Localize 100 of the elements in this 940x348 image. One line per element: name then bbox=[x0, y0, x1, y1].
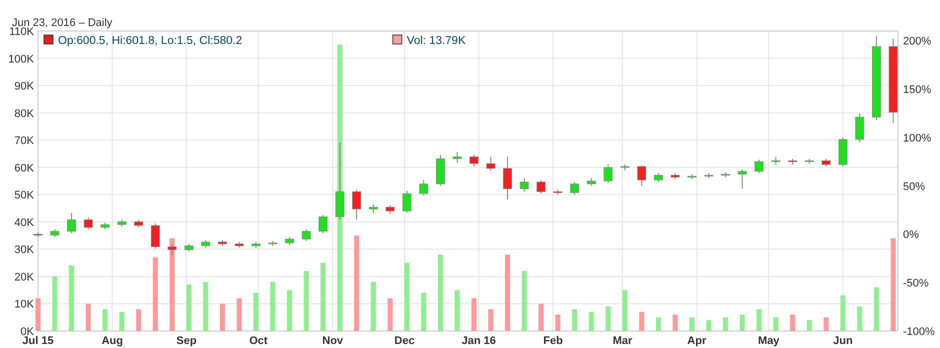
bar bbox=[253, 292, 259, 331]
bar bbox=[723, 317, 728, 331]
bar bbox=[656, 317, 661, 331]
y2-tick-label: 200% bbox=[903, 36, 932, 48]
y-tick-label: 20K bbox=[14, 271, 35, 284]
bar bbox=[740, 314, 745, 331]
bar bbox=[186, 284, 192, 331]
bar bbox=[86, 304, 91, 331]
candlestick bbox=[67, 212, 76, 234]
bar bbox=[706, 320, 712, 331]
bar bbox=[203, 282, 208, 331]
bar bbox=[790, 314, 796, 331]
bar bbox=[689, 317, 694, 331]
x-tick-label: May bbox=[758, 335, 780, 347]
bar bbox=[35, 298, 41, 331]
candlestick bbox=[754, 159, 764, 174]
y2-tick-label: -100% bbox=[903, 326, 936, 338]
x-tick-label: Oct bbox=[249, 335, 268, 347]
x-tick-label: Nov bbox=[322, 335, 344, 347]
candlestick bbox=[520, 178, 529, 192]
bar bbox=[471, 298, 477, 331]
bar bbox=[370, 282, 376, 331]
bar bbox=[320, 262, 326, 331]
y-tick-label: 60K bbox=[14, 162, 35, 174]
bar bbox=[824, 317, 829, 331]
bar bbox=[890, 238, 896, 331]
bar bbox=[102, 309, 108, 331]
bar bbox=[588, 312, 594, 331]
legend-label: Vol: 13.79K bbox=[406, 35, 466, 47]
y-tick-label: 110K bbox=[9, 26, 35, 38]
bar bbox=[756, 309, 762, 331]
candlestick bbox=[503, 156, 512, 200]
candlestick bbox=[168, 243, 177, 256]
candlestick bbox=[452, 151, 462, 164]
y2-tick-label: 0% bbox=[903, 229, 920, 242]
y-tick-label: 40K bbox=[14, 216, 35, 229]
x-tick-label: Sep bbox=[176, 335, 197, 347]
bar bbox=[874, 287, 879, 331]
candlestick bbox=[536, 180, 546, 194]
bar bbox=[454, 290, 460, 331]
y-tick-label: 70K bbox=[14, 135, 35, 148]
candlestick bbox=[302, 228, 311, 242]
bar bbox=[488, 309, 494, 331]
x-tick-label: Mar bbox=[612, 335, 634, 347]
bar bbox=[555, 314, 560, 331]
bar bbox=[52, 276, 58, 331]
bar bbox=[388, 298, 393, 331]
bar bbox=[672, 314, 678, 331]
y-tick-label: 80K bbox=[14, 108, 35, 120]
candlestick bbox=[84, 217, 93, 230]
bar bbox=[773, 317, 778, 331]
x-tick-label: Jul 15 bbox=[22, 335, 54, 347]
bar bbox=[304, 271, 309, 331]
bar bbox=[639, 312, 644, 331]
bar bbox=[857, 306, 862, 331]
bar bbox=[572, 309, 578, 331]
bar bbox=[421, 292, 426, 331]
bar bbox=[69, 266, 74, 331]
bar bbox=[622, 290, 628, 331]
y-tick-label: 30K bbox=[14, 244, 35, 256]
bar bbox=[152, 257, 158, 331]
y-tick-label: 100K bbox=[8, 53, 35, 66]
y-tick-label: 50K bbox=[14, 190, 35, 202]
bar bbox=[505, 254, 510, 331]
x-tick-label: Dec bbox=[394, 335, 415, 347]
y2-tick-label: -50% bbox=[903, 278, 929, 290]
candlestick bbox=[318, 214, 328, 234]
x-tick-label: Feb bbox=[543, 335, 564, 347]
candlestick bbox=[855, 112, 864, 143]
legend-label: Op:600.5, Hi:601.8, Lo:1.5, Cl:580.2 bbox=[58, 35, 242, 47]
y2-tick-label: 50% bbox=[903, 180, 926, 193]
bar bbox=[522, 271, 527, 331]
bar bbox=[404, 262, 410, 331]
y2-tick-label: 150% bbox=[903, 84, 932, 96]
candlestick bbox=[738, 168, 747, 190]
bar bbox=[840, 296, 846, 331]
x-tick-label: Apr bbox=[687, 335, 707, 347]
candlestick bbox=[637, 165, 646, 186]
candlestick bbox=[570, 181, 580, 196]
candlestick bbox=[486, 156, 496, 171]
x-tick-label: Aug bbox=[102, 335, 123, 347]
bar bbox=[270, 282, 276, 331]
bar bbox=[354, 236, 360, 331]
bar bbox=[236, 298, 242, 331]
candlestick bbox=[604, 164, 613, 184]
candlestick bbox=[150, 223, 160, 250]
bar bbox=[806, 320, 812, 331]
x-tick-label: Jun bbox=[833, 335, 853, 347]
candlestick bbox=[470, 154, 478, 167]
bar bbox=[136, 309, 142, 331]
bar bbox=[606, 306, 611, 331]
bar bbox=[287, 290, 292, 331]
bar bbox=[538, 304, 544, 331]
y2-tick-label: 100% bbox=[903, 132, 932, 144]
y-tick-label: 10K bbox=[14, 298, 35, 311]
candlestick bbox=[402, 190, 412, 214]
bar bbox=[119, 312, 124, 331]
candlestick bbox=[352, 189, 362, 220]
x-tick-label: Jan 16 bbox=[462, 335, 496, 347]
bar bbox=[438, 254, 443, 331]
